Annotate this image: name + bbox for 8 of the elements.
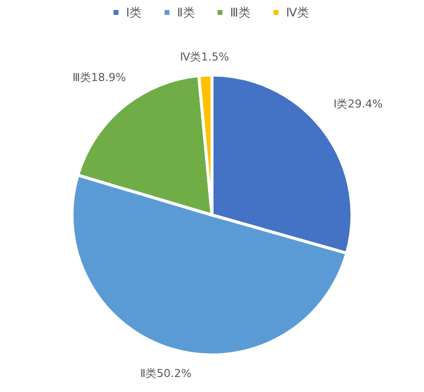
legend-label: Ⅲ类 <box>230 5 250 20</box>
legend-label: Ⅳ类 <box>286 5 310 20</box>
legend-label: Ⅱ类 <box>177 5 195 20</box>
data-label: Ⅲ类18.9% <box>72 70 126 84</box>
data-label: Ⅳ类1.5% <box>180 50 230 64</box>
legend-label: Ⅰ类 <box>126 5 142 20</box>
data-label: Ⅱ类50.2% <box>140 366 192 380</box>
data-label: Ⅰ类29.4% <box>333 98 383 111</box>
